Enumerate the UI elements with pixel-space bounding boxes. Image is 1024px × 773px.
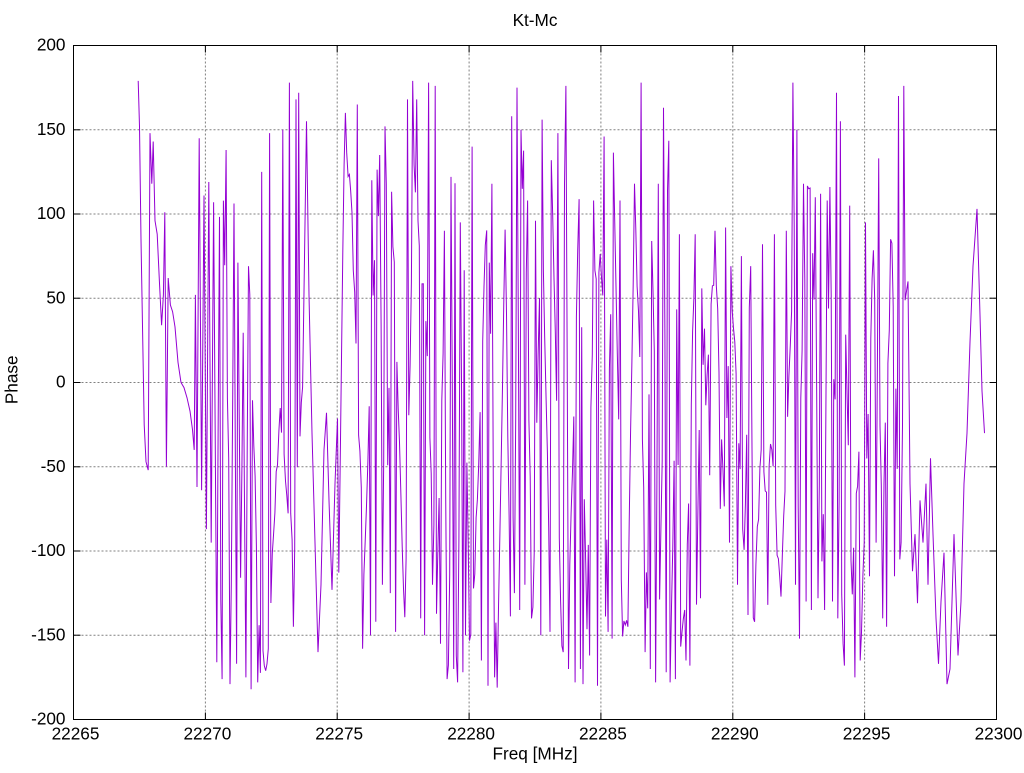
svg-text:22295: 22295 [843, 724, 891, 744]
svg-text:22265: 22265 [52, 724, 100, 744]
svg-text:22270: 22270 [184, 724, 232, 744]
svg-text:100: 100 [37, 203, 66, 223]
svg-text:Phase: Phase [2, 355, 22, 404]
svg-text:-200: -200 [31, 709, 65, 729]
svg-text:0: 0 [56, 372, 66, 392]
svg-text:200: 200 [37, 35, 66, 55]
svg-text:22300: 22300 [975, 724, 1023, 744]
svg-text:Freq [MHz]: Freq [MHz] [493, 744, 578, 764]
svg-text:50: 50 [46, 287, 65, 307]
svg-text:-100: -100 [31, 540, 65, 560]
svg-text:-50: -50 [41, 456, 66, 476]
svg-text:22290: 22290 [711, 724, 759, 744]
svg-text:22280: 22280 [447, 724, 495, 744]
svg-text:22275: 22275 [315, 724, 363, 744]
svg-text:150: 150 [37, 119, 66, 139]
svg-text:-150: -150 [31, 625, 65, 645]
svg-text:Kt-Mc: Kt-Mc [513, 10, 558, 30]
svg-text:22285: 22285 [579, 724, 627, 744]
